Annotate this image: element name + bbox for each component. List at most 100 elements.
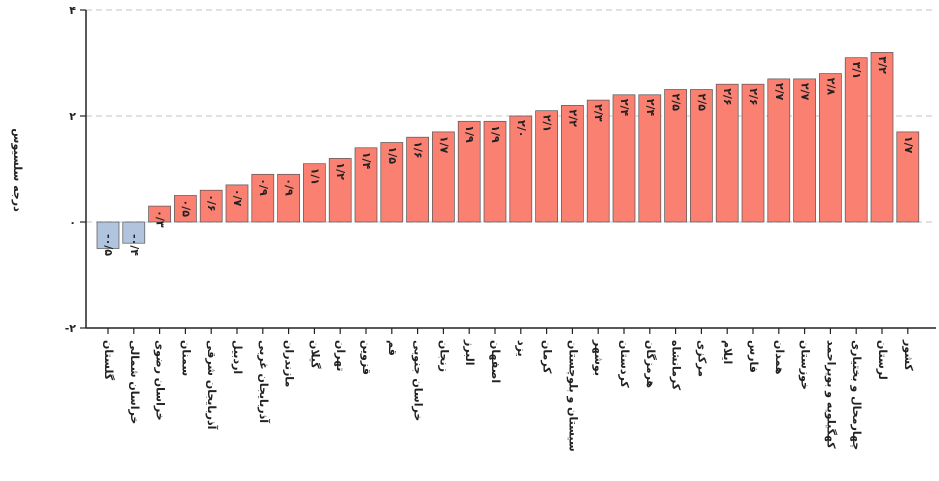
category-label: چهارمحال و بختیاری [850, 340, 863, 450]
value-label: ۱/۵ [386, 147, 399, 165]
value-label: ۱/۹ [489, 125, 502, 143]
bar [664, 89, 687, 223]
category-label: کرمان [541, 340, 554, 374]
category-label: سمنان [179, 340, 192, 376]
y-tick-label: -۲ [65, 322, 77, 335]
value-label: -۰/۵ [102, 234, 115, 256]
y-axis-label: درجه سلسیوس [11, 128, 24, 212]
bar [354, 147, 378, 223]
category-label: آذربایجان غربی [257, 340, 271, 423]
bar [303, 163, 326, 223]
value-label: ۲/۴ [644, 99, 657, 117]
bar [251, 173, 275, 223]
bar [199, 189, 223, 223]
category-label: گیلان [308, 340, 321, 369]
y-tick-label: ۲ [69, 110, 76, 123]
category-label: البرز [463, 339, 476, 366]
bar [380, 142, 404, 223]
category-label: زنجان [437, 340, 450, 372]
value-label: ۲/۶ [721, 88, 734, 105]
value-label: ۲/۲ [566, 109, 579, 127]
value-label: ۲/۷ [799, 83, 812, 101]
value-label: ۲/۴ [618, 99, 631, 117]
category-label: اردبیل [231, 340, 244, 374]
bar [586, 99, 610, 223]
value-label: ۲/۸ [824, 78, 837, 96]
bar [277, 173, 300, 223]
bar [561, 105, 584, 223]
value-label: ۱/۷ [437, 136, 450, 154]
bar [844, 57, 868, 223]
bar [896, 131, 920, 223]
category-label: فارس [747, 340, 760, 373]
value-label: ۰/۷ [231, 189, 244, 207]
bar [148, 205, 171, 223]
category-label: خراسان شمالی [128, 340, 141, 424]
value-label: ۲/۱ [541, 115, 554, 132]
bar [122, 221, 146, 244]
category-label: سیستان و بلوچستان [566, 340, 579, 452]
bar [432, 131, 455, 223]
bar [483, 120, 507, 223]
category-label: یزد [515, 340, 528, 357]
category-label: خراسان رضوی [154, 340, 167, 421]
value-label: ۲/۵ [695, 94, 708, 112]
bar [406, 136, 429, 223]
value-label: ۱/۶ [412, 141, 425, 158]
category-label: قم [386, 340, 399, 356]
value-label: ۱/۴ [360, 152, 373, 170]
bar [96, 221, 120, 249]
category-label: مازندران [283, 340, 296, 387]
bar [819, 73, 842, 223]
category-label: کردستان [618, 340, 631, 388]
bar [328, 158, 352, 223]
bar [690, 89, 713, 223]
value-label: ۱/۲ [334, 162, 347, 180]
value-label: ۰/۹ [257, 178, 270, 196]
value-label: ۳/۱ [850, 62, 863, 79]
bar [715, 83, 739, 223]
category-label-layer: گلستان خراسان شمالی خراسان رضوی سمنان آذربای… [102, 339, 915, 452]
value-label: ۰/۹ [283, 178, 296, 196]
value-label-layer: -۰/۵ -۰/۴ ۰/۳ ۰/۵ ۰/۶ ۰/۷ ۰/۹ ۰/۹ ۱/۱ ۱/۲ ۱/۴ ۱/۵ ۱/… [102, 56, 915, 256]
category-label: مرکزی [695, 340, 708, 377]
bar-layer [96, 52, 920, 249]
value-label: ۱/۹ [463, 125, 476, 143]
value-label: ۰/۳ [154, 210, 167, 228]
category-label: آذربایجان شرقی [205, 340, 219, 430]
bar [509, 115, 533, 223]
category-label: تهران [334, 340, 347, 371]
category-label: خوزستان [799, 340, 812, 390]
value-label: ۲/۳ [592, 104, 605, 122]
value-label: ۳/۲ [876, 56, 889, 74]
value-label: ۲/۰ [515, 120, 528, 137]
bar [535, 110, 558, 223]
category-label: هرمزگان [644, 340, 657, 388]
bar [612, 94, 636, 223]
bar [457, 120, 481, 223]
value-label: ۱/۱ [308, 168, 321, 185]
value-label: -۰/۴ [128, 234, 141, 256]
value-label: ۲/۷ [773, 83, 786, 101]
category-label: کهگیلویه و بویراحمد [824, 340, 837, 449]
y-tick-label: ۴ [69, 4, 76, 17]
value-label: ۲/۶ [747, 88, 760, 105]
bar [767, 78, 791, 223]
category-label: خراسان جنوبی [412, 340, 425, 421]
value-label: ۰/۶ [205, 194, 218, 211]
category-label: گلستان [102, 340, 115, 381]
bar [870, 52, 894, 223]
category-label: بوشهر [592, 339, 605, 376]
value-label: ۰/۵ [179, 200, 192, 218]
category-label: لرستان [876, 340, 889, 380]
bar [741, 83, 765, 223]
y-tick-label: ۰ [69, 216, 76, 229]
axis-layer: -۲ ۰ ۲ ۴ [65, 4, 936, 335]
bar [638, 94, 662, 223]
category-label: قزوین [360, 340, 373, 375]
bar [174, 195, 197, 223]
category-label: کشور [902, 339, 915, 371]
category-label: ایلام [721, 340, 734, 364]
bar [793, 78, 816, 223]
